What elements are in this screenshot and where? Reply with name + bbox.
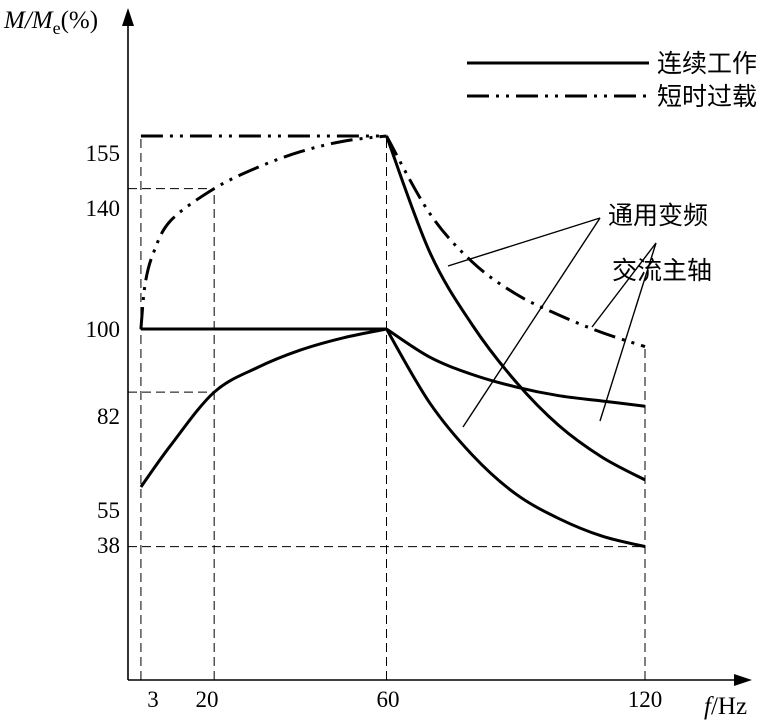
series-line-4 — [139, 134, 387, 330]
x-axis-label: f/Hz — [704, 693, 747, 720]
leader-general-inverter-b — [462, 217, 601, 428]
series-line-6 — [385, 135, 646, 482]
y-tick-label-55: 55 — [97, 498, 120, 523]
annotation-general-inverter: 通用变频 — [608, 201, 708, 230]
series-line-7 — [385, 327, 646, 408]
y-tick-labels: 155 140 100 82 55 38 — [86, 141, 121, 558]
series-line-5 — [385, 135, 646, 348]
x-tick-label-3: 3 — [147, 687, 159, 712]
guide-lines — [128, 135, 646, 680]
y-tick-label-100: 100 — [86, 317, 121, 342]
y-axis-label: M/Me(%) — [3, 7, 98, 38]
x-tick-label-60: 60 — [377, 687, 400, 712]
x-axis-label-symbol: f — [704, 693, 714, 720]
x-tick-label-20: 20 — [196, 687, 219, 712]
series-line-8 — [385, 328, 646, 549]
x-tick-labels: 3 20 60 120 — [147, 687, 662, 712]
leader-ac-spindle-a — [591, 242, 657, 328]
annotation-ac-spindle: 交流主轴 — [612, 256, 712, 285]
x-tick-label-120: 120 — [628, 687, 663, 712]
x-axis-label-unit: /Hz — [711, 693, 747, 720]
legend-label-continuous: 连续工作 — [657, 49, 757, 78]
y-tick-label-140: 140 — [86, 196, 121, 221]
annotations: 通用变频 交流主轴 — [447, 201, 712, 428]
series-line-3 — [139, 327, 387, 488]
y-tick-label-155: 155 — [86, 141, 121, 166]
y-axis-label-main: M/M — [3, 7, 54, 34]
x-axis-arrow-icon — [734, 674, 752, 686]
y-tick-label-38: 38 — [97, 533, 120, 558]
leader-general-inverter-a — [447, 217, 601, 267]
y-tick-label-82: 82 — [97, 404, 120, 429]
legend: 连续工作 短时过载 — [467, 49, 757, 111]
legend-label-overload: 短时过载 — [657, 82, 757, 111]
series-lines — [139, 134, 646, 549]
y-axis-label-subscript: e — [53, 18, 61, 38]
leader-ac-spindle-b — [599, 242, 657, 422]
y-axis-arrow-icon — [122, 8, 134, 26]
y-axis-label-unit: (%) — [61, 7, 98, 34]
